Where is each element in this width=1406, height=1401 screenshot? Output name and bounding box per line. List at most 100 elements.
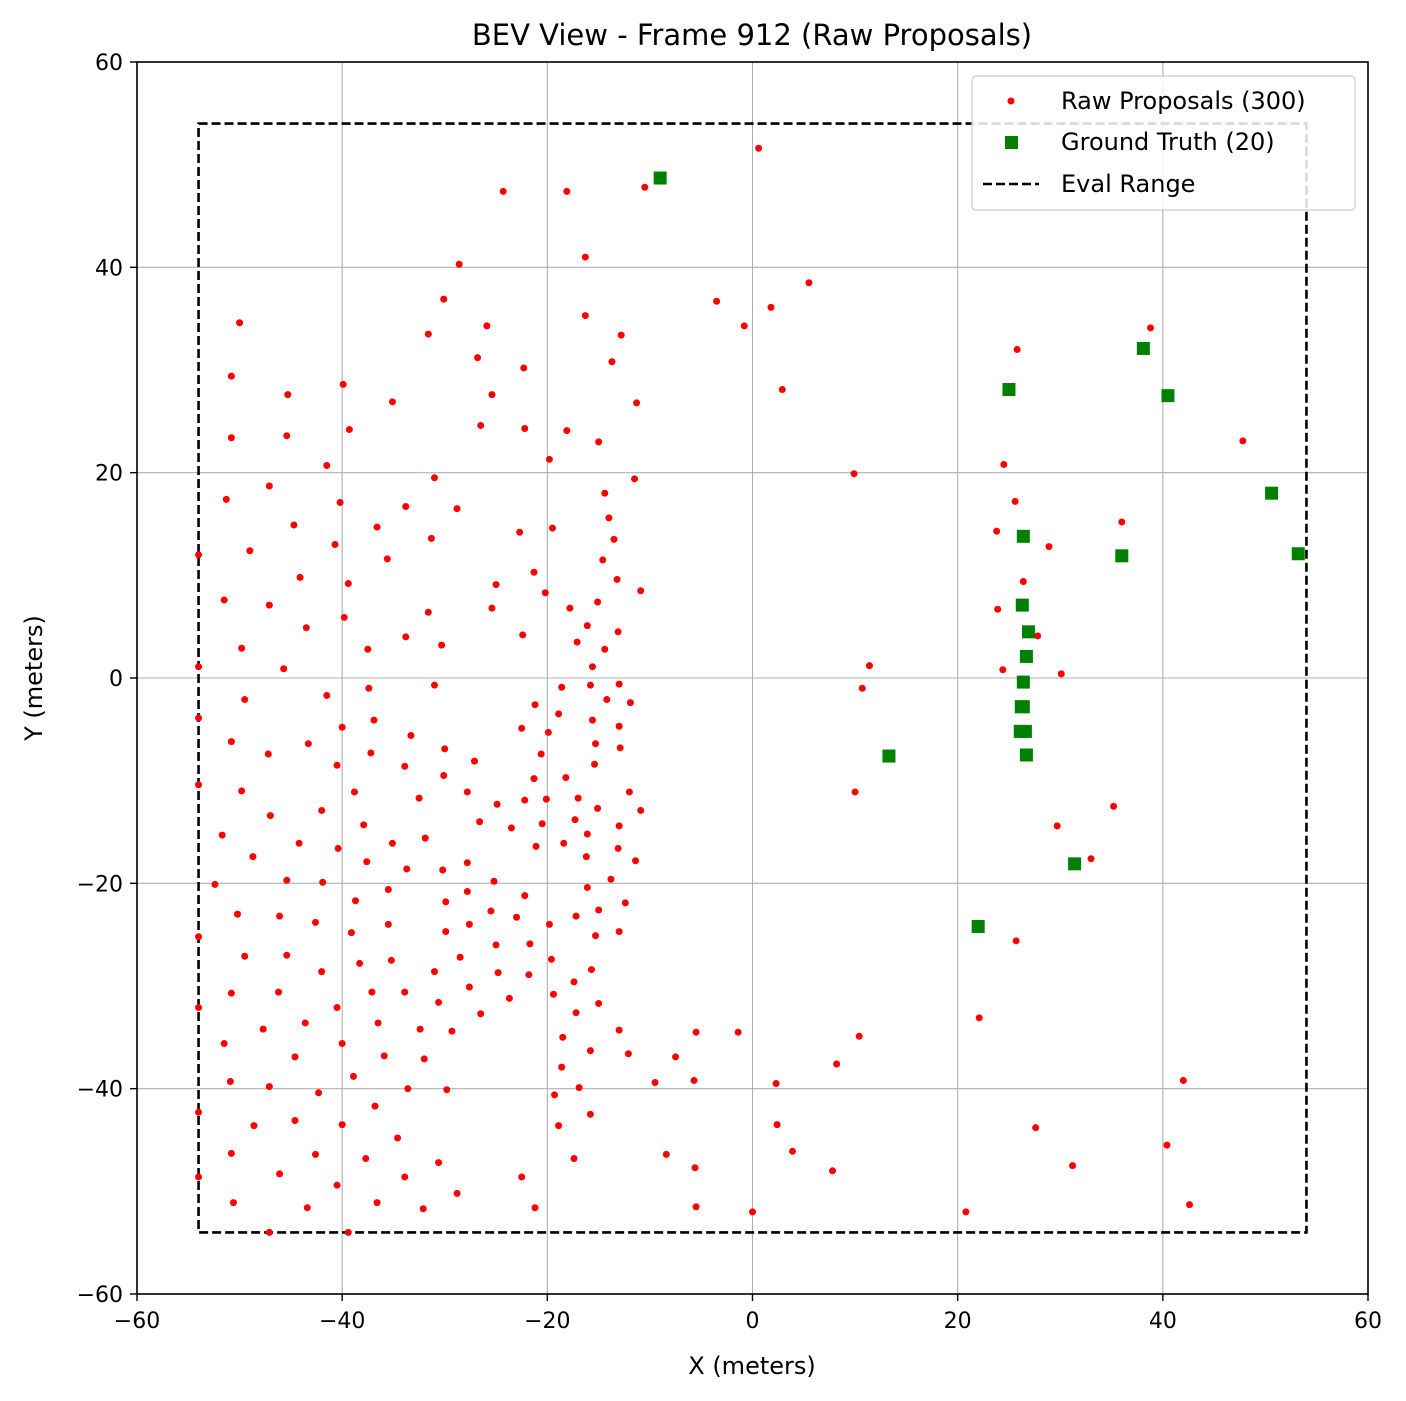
proposal-point bbox=[549, 990, 557, 998]
proposal-point bbox=[1053, 822, 1061, 830]
proposal-point bbox=[1163, 1141, 1171, 1149]
proposal-point bbox=[333, 1181, 341, 1189]
proposal-point bbox=[570, 978, 578, 986]
proposal-point bbox=[531, 701, 539, 709]
ground-truth-point bbox=[1161, 389, 1175, 403]
proposal-point bbox=[594, 804, 602, 812]
proposal-point bbox=[275, 988, 283, 996]
proposal-point bbox=[363, 858, 371, 866]
y-tick-label: 0 bbox=[109, 667, 123, 692]
proposal-point bbox=[525, 971, 533, 979]
proposal-point bbox=[493, 800, 501, 808]
proposal-point bbox=[238, 787, 246, 795]
proposal-point bbox=[789, 1147, 797, 1155]
proposal-point bbox=[574, 794, 582, 802]
proposal-point bbox=[371, 1102, 379, 1110]
proposal-point bbox=[276, 912, 284, 920]
proposal-point bbox=[624, 1050, 632, 1058]
x-tick-label: 40 bbox=[1149, 1309, 1177, 1334]
proposal-point bbox=[1019, 577, 1027, 585]
proposal-point bbox=[767, 303, 775, 311]
proposal-point bbox=[734, 1028, 742, 1036]
proposal-point bbox=[488, 391, 496, 399]
proposal-point bbox=[241, 952, 249, 960]
proposal-point bbox=[588, 663, 596, 671]
proposal-point bbox=[662, 1150, 670, 1158]
proposal-point bbox=[994, 605, 1002, 613]
y-axis-label: Y (meters) bbox=[20, 615, 48, 742]
proposal-point bbox=[264, 750, 272, 758]
proposal-point bbox=[555, 1122, 563, 1130]
proposal-point bbox=[778, 386, 786, 394]
y-tick-label: −40 bbox=[77, 1078, 123, 1103]
proposal-point bbox=[407, 731, 415, 739]
proposal-point bbox=[1110, 802, 1118, 810]
proposal-point bbox=[610, 535, 618, 543]
proposal-point bbox=[521, 425, 529, 433]
proposal-point bbox=[401, 1173, 409, 1181]
proposal-point bbox=[365, 684, 373, 692]
proposal-point bbox=[692, 1203, 700, 1211]
proposal-point bbox=[566, 604, 574, 612]
ground-truth-point bbox=[1265, 486, 1279, 500]
x-tick-label: −60 bbox=[114, 1309, 160, 1334]
proposal-point bbox=[615, 1026, 623, 1034]
proposal-point bbox=[349, 1072, 357, 1080]
proposal-point bbox=[291, 1116, 299, 1124]
proposal-point bbox=[373, 1199, 381, 1207]
proposal-point bbox=[477, 1010, 485, 1018]
proposal-point bbox=[456, 953, 464, 961]
proposal-point bbox=[318, 806, 326, 814]
proposal-point bbox=[419, 1205, 427, 1213]
proposal-point bbox=[291, 1053, 299, 1061]
ground-truth-point bbox=[1016, 700, 1030, 714]
proposal-point bbox=[490, 877, 498, 885]
proposal-point bbox=[430, 968, 438, 976]
proposal-point bbox=[388, 398, 396, 406]
proposal-point bbox=[435, 998, 443, 1006]
proposal-point bbox=[772, 1080, 780, 1088]
proposal-point bbox=[516, 528, 524, 536]
proposal-point bbox=[229, 1199, 237, 1207]
proposal-point bbox=[483, 322, 491, 330]
proposal-point bbox=[463, 859, 471, 867]
proposal-point bbox=[560, 839, 568, 847]
proposal-point bbox=[518, 724, 526, 732]
proposal-point bbox=[227, 738, 235, 746]
proposal-point bbox=[284, 391, 292, 399]
proposal-point bbox=[226, 1077, 234, 1085]
proposal-point bbox=[362, 1154, 370, 1162]
proposal-point bbox=[530, 775, 538, 783]
y-tick-label: 20 bbox=[95, 462, 123, 487]
proposal-point bbox=[364, 645, 372, 653]
ground-truth-point bbox=[1002, 383, 1016, 397]
proposal-point bbox=[250, 1122, 258, 1130]
proposal-point bbox=[563, 187, 571, 195]
proposal-point bbox=[583, 622, 591, 630]
proposal-point bbox=[394, 1134, 402, 1142]
proposal-point bbox=[222, 495, 230, 503]
x-tick-label: 0 bbox=[746, 1309, 760, 1334]
proposal-point bbox=[427, 534, 435, 542]
proposal-point bbox=[474, 354, 482, 362]
proposal-point bbox=[962, 1208, 970, 1216]
ground-truth-point bbox=[1068, 857, 1082, 871]
proposal-point bbox=[195, 714, 203, 722]
ground-truth-point bbox=[971, 919, 985, 933]
ground-truth-point bbox=[882, 749, 896, 763]
proposal-point bbox=[1069, 1162, 1077, 1170]
proposal-point bbox=[266, 812, 274, 820]
proposal-point bbox=[595, 999, 603, 1007]
proposal-point bbox=[265, 1228, 273, 1236]
proposal-point bbox=[526, 940, 534, 948]
proposal-point bbox=[387, 956, 395, 964]
ground-truth-point bbox=[1019, 649, 1033, 663]
proposal-point bbox=[690, 1076, 698, 1084]
proposal-point bbox=[551, 1091, 559, 1099]
legend-label-eval-range: Eval Range bbox=[1061, 170, 1195, 198]
proposal-point bbox=[538, 820, 546, 828]
x-tick-label: 20 bbox=[944, 1309, 972, 1334]
proposal-point bbox=[993, 527, 1001, 535]
proposal-point bbox=[558, 1063, 566, 1071]
